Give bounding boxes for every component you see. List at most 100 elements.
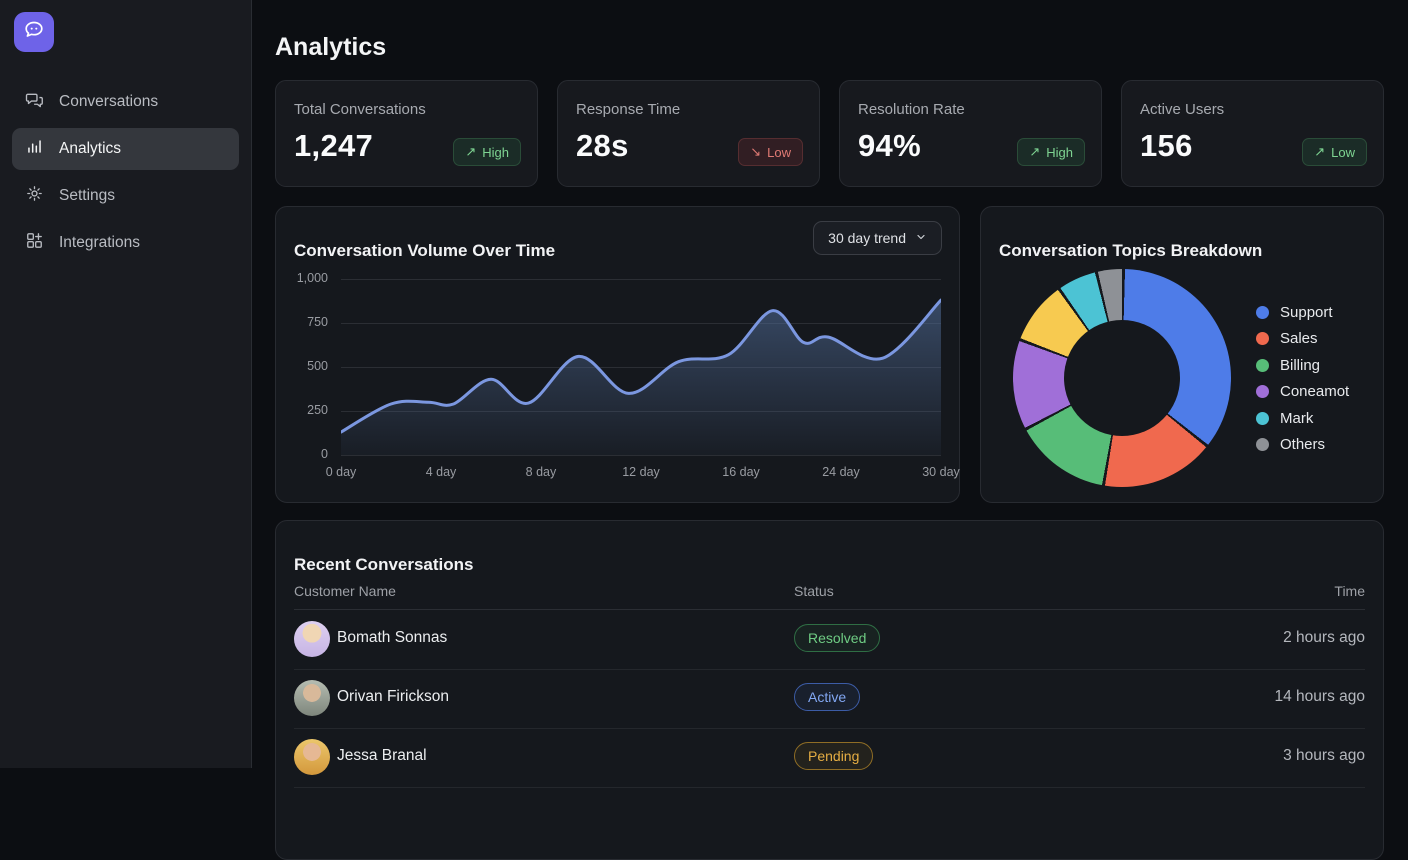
avatar [294, 739, 330, 775]
x-tick-label: 30 day [922, 465, 960, 479]
y-tick-label: 1,000 [296, 271, 328, 285]
sidebar-nav: Conversations Analytics Settings [0, 76, 251, 269]
trend-badge: ↗ High [1017, 138, 1085, 166]
trend-line [341, 298, 941, 434]
trend-down-arrow-icon: ↘ [750, 144, 762, 159]
stat-value: 28s [576, 128, 629, 163]
stat-cards-row: Total Conversations 1,247 ↗ High Respons… [275, 80, 1384, 187]
y-tick-label: 250 [307, 403, 328, 417]
stat-card-active-users: Active Users 156 ↗ Low [1121, 80, 1384, 187]
status-badge: Pending [794, 742, 874, 770]
legend-label: Support [1280, 303, 1333, 321]
divider [294, 609, 1365, 610]
stat-card-total-conversations: Total Conversations 1,247 ↗ High [275, 80, 538, 187]
status-badge: Active [794, 683, 861, 711]
column-header-time: Time [1334, 583, 1365, 599]
stat-label: Response Time [576, 101, 681, 118]
y-tick-label: 500 [307, 359, 328, 373]
sidebar-item-integrations[interactable]: Integrations [12, 222, 239, 264]
x-tick-label: 12 day [622, 465, 660, 479]
trend-badge-label: High [482, 144, 509, 160]
legend-item-coneamot: Coneamot [1256, 379, 1349, 406]
trend-up-arrow-icon: ↗ [1314, 144, 1326, 159]
trend-badge: ↗ Low [1302, 138, 1367, 166]
sidebar-item-label: Conversations [59, 93, 159, 110]
recent-conversations-title: Recent Conversations [294, 555, 474, 575]
customer-name: Orivan Firickson [337, 688, 449, 705]
conversations-icon [25, 90, 44, 114]
volume-chart-title: Conversation Volume Over Time [294, 241, 556, 261]
sidebar-item-label: Integrations [59, 234, 140, 251]
legend-item-mark: Mark [1256, 405, 1349, 432]
sidebar-item-conversations[interactable]: Conversations [12, 81, 239, 123]
sidebar: Conversations Analytics Settings [0, 0, 252, 768]
legend-dot [1256, 305, 1269, 319]
stat-card-response-time: Response Time 28s ↘ Low [557, 80, 820, 187]
sidebar-item-label: Settings [59, 187, 116, 204]
gear-icon [25, 184, 44, 208]
trend-badge-label: High [1046, 144, 1073, 160]
gridline [341, 279, 941, 280]
sidebar-item-settings[interactable]: Settings [12, 175, 239, 217]
gridline [341, 323, 941, 324]
legend-dot [1256, 438, 1269, 452]
legend-label: Coneamot [1280, 383, 1350, 401]
integrations-icon [25, 231, 44, 255]
trend-up-arrow-icon: ↗ [1029, 144, 1041, 159]
trend-up-arrow-icon: ↗ [465, 144, 477, 159]
trend-badge: ↗ High [453, 138, 521, 166]
range-dropdown-label: 30 day trend [828, 230, 906, 246]
legend-label: Billing [1280, 356, 1321, 374]
legend-dot [1256, 358, 1269, 372]
volume-chart-card: Conversation Volume Over Time 30 day tre… [275, 206, 960, 503]
column-header-status: Status [794, 583, 834, 599]
trend-badge-label: Low [1331, 144, 1355, 160]
table-row[interactable]: Orivan Firickson Active 14 hours ago [294, 669, 1365, 729]
chat-bubble-logo-icon [22, 18, 46, 47]
volume-area-chart [341, 279, 941, 455]
legend-item-sales: Sales [1256, 326, 1349, 353]
x-tick-label: 4 day [425, 465, 457, 479]
avatar [294, 621, 330, 657]
app-logo-button[interactable] [14, 12, 54, 52]
sidebar-item-analytics[interactable]: Analytics [12, 128, 239, 170]
topics-donut-chart [1013, 269, 1231, 487]
avatar [294, 680, 330, 716]
legend-item-billing: Billing [1256, 352, 1349, 379]
stat-card-resolution-rate: Resolution Rate 94% ↗ High [839, 80, 1102, 187]
legend-dot [1256, 332, 1269, 346]
range-dropdown[interactable]: 30 day trend [813, 221, 942, 255]
y-tick-label: 750 [307, 315, 328, 329]
stat-label: Active Users [1140, 101, 1225, 118]
x-tick-label: 8 day [525, 465, 557, 479]
column-header-customer-name: Customer Name [294, 583, 396, 599]
legend-item-others: Others [1256, 432, 1349, 459]
charts-row: Conversation Volume Over Time 30 day tre… [275, 206, 1384, 503]
legend-item-support: Support [1256, 299, 1349, 326]
x-tick-label: 0 day [325, 465, 357, 479]
legend-dot [1256, 411, 1269, 425]
area-fill [341, 300, 941, 455]
table-row[interactable]: Bomath Sonnas Resolved 2 hours ago [294, 610, 1365, 670]
x-tick-label: 16 day [722, 465, 760, 479]
customer-name: Jessa Branal [337, 747, 427, 764]
stat-value: 156 [1140, 128, 1193, 163]
x-axis: 0 day 4 day 8 day 12 day 16 day 24 day 3… [326, 465, 960, 485]
topics-chart-title: Conversation Topics Breakdown [999, 241, 1263, 261]
stat-label: Total Conversations [294, 101, 426, 118]
x-tick-label: 24 day [822, 465, 860, 479]
table-row[interactable]: Jessa Branal Pending 3 hours ago [294, 728, 1365, 788]
stat-value: 94% [858, 128, 921, 163]
topics-chart-card: Conversation Topics Breakdown Support Sa… [980, 206, 1384, 503]
customer-name: Bomath Sonnas [337, 629, 448, 646]
sidebar-item-label: Analytics [59, 140, 122, 157]
recent-conversations-card: Recent Conversations Customer Name Statu… [275, 520, 1384, 860]
legend-label: Mark [1280, 409, 1314, 427]
donut-hole [1064, 320, 1180, 436]
topics-legend: Support Sales Billing Coneamot Mark [1256, 299, 1349, 458]
conversation-time: 14 hours ago [1274, 688, 1366, 705]
gridline [341, 367, 941, 368]
status-badge: Resolved [794, 624, 881, 652]
y-tick-label: 0 [321, 447, 328, 461]
